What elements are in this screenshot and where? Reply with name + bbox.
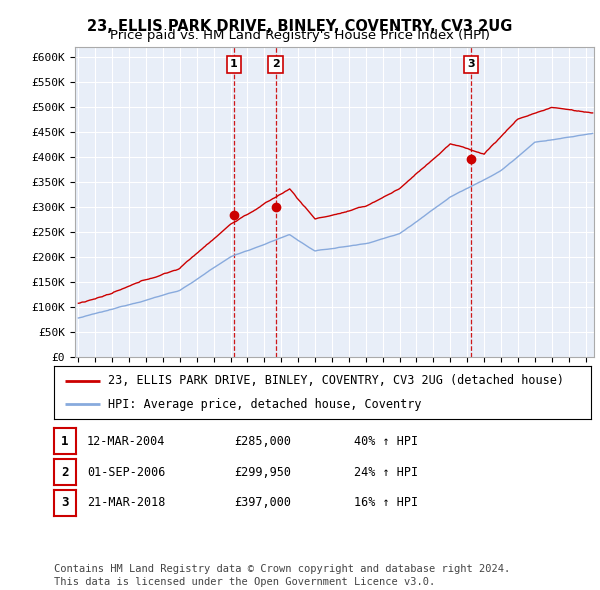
- Text: 1: 1: [61, 435, 69, 448]
- Text: 2: 2: [272, 59, 280, 69]
- Text: Contains HM Land Registry data © Crown copyright and database right 2024.
This d: Contains HM Land Registry data © Crown c…: [54, 564, 510, 587]
- Text: £299,950: £299,950: [234, 466, 291, 478]
- Text: £285,000: £285,000: [234, 435, 291, 448]
- Text: 23, ELLIS PARK DRIVE, BINLEY, COVENTRY, CV3 2UG (detached house): 23, ELLIS PARK DRIVE, BINLEY, COVENTRY, …: [108, 374, 564, 387]
- Text: 16% ↑ HPI: 16% ↑ HPI: [354, 496, 418, 509]
- Text: HPI: Average price, detached house, Coventry: HPI: Average price, detached house, Cove…: [108, 398, 421, 411]
- Text: 40% ↑ HPI: 40% ↑ HPI: [354, 435, 418, 448]
- Text: 3: 3: [61, 496, 69, 509]
- Text: 3: 3: [467, 59, 475, 69]
- Text: 01-SEP-2006: 01-SEP-2006: [87, 466, 166, 478]
- Text: Price paid vs. HM Land Registry's House Price Index (HPI): Price paid vs. HM Land Registry's House …: [110, 30, 490, 42]
- Text: £397,000: £397,000: [234, 496, 291, 509]
- Text: 12-MAR-2004: 12-MAR-2004: [87, 435, 166, 448]
- Text: 2: 2: [61, 466, 69, 478]
- Text: 21-MAR-2018: 21-MAR-2018: [87, 496, 166, 509]
- Text: 23, ELLIS PARK DRIVE, BINLEY, COVENTRY, CV3 2UG: 23, ELLIS PARK DRIVE, BINLEY, COVENTRY, …: [88, 19, 512, 34]
- Text: 24% ↑ HPI: 24% ↑ HPI: [354, 466, 418, 478]
- Text: 1: 1: [230, 59, 238, 69]
